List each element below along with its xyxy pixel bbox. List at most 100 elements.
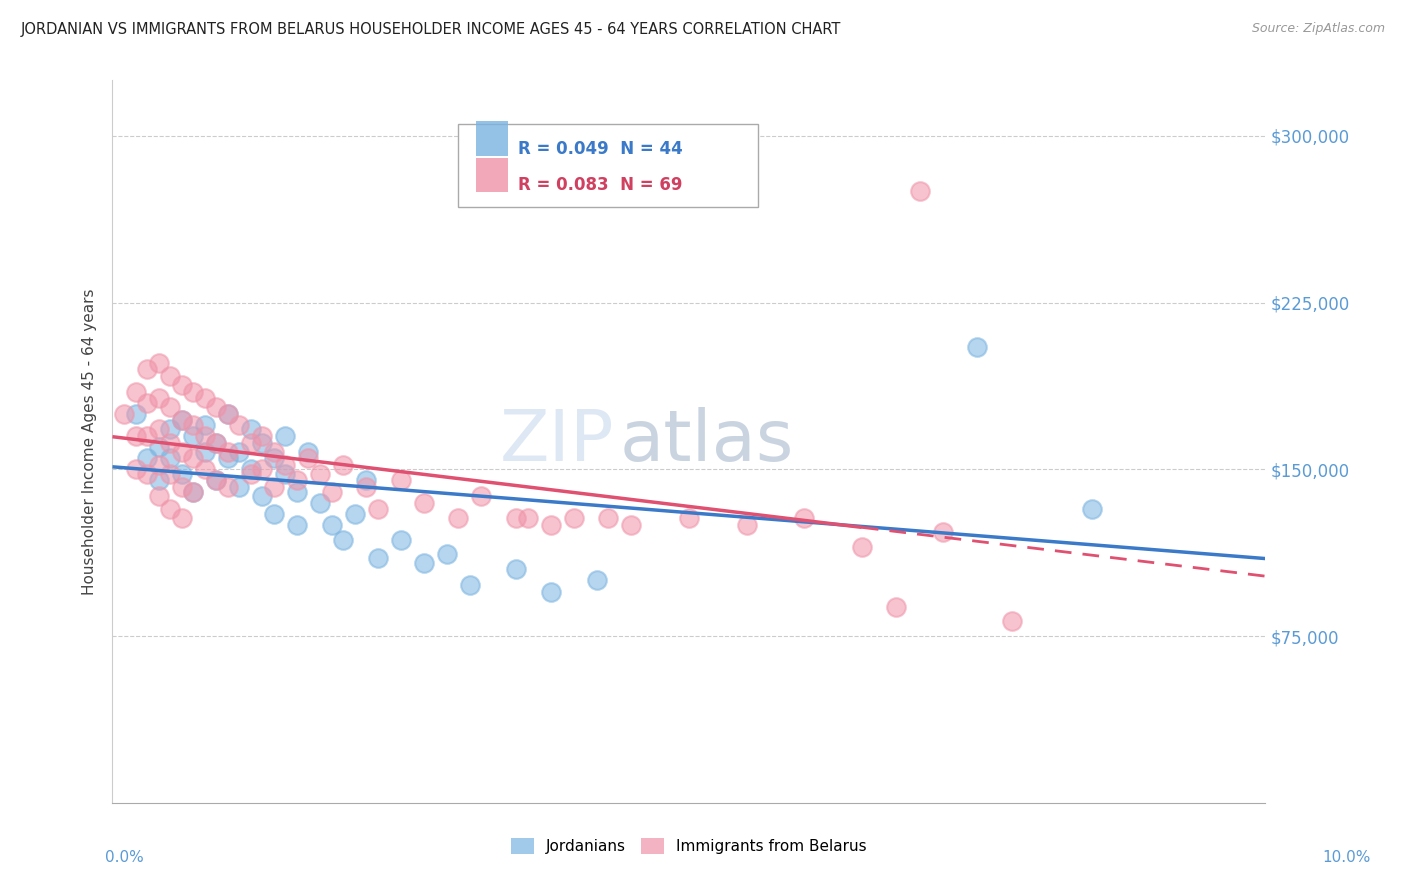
Point — [217, 407, 239, 421]
Point — [252, 435, 274, 450]
Point — [470, 489, 492, 503]
Point — [205, 400, 228, 414]
Point — [181, 484, 204, 499]
Point — [620, 517, 643, 532]
Point — [966, 340, 988, 354]
Point — [170, 413, 193, 427]
Point — [136, 451, 159, 466]
Point — [412, 556, 434, 570]
Point — [170, 480, 193, 494]
Point — [505, 511, 527, 525]
Text: R = 0.083  N = 69: R = 0.083 N = 69 — [519, 176, 683, 194]
Point — [136, 395, 159, 409]
Point — [194, 391, 217, 405]
Point — [205, 474, 228, 488]
Point — [343, 507, 366, 521]
Point — [367, 551, 389, 566]
Point — [181, 429, 204, 443]
Point — [136, 362, 159, 376]
Point — [332, 533, 354, 548]
Point — [309, 467, 332, 481]
Point — [217, 444, 239, 458]
Point — [159, 368, 181, 383]
Point — [263, 444, 285, 458]
Point — [170, 377, 193, 392]
Point — [159, 467, 181, 481]
Point — [170, 444, 193, 458]
Point — [321, 484, 343, 499]
Point — [124, 429, 146, 443]
Point — [886, 600, 908, 615]
Point — [1081, 502, 1104, 516]
Text: R = 0.049  N = 44: R = 0.049 N = 44 — [519, 139, 683, 158]
Point — [354, 474, 377, 488]
Point — [389, 474, 412, 488]
Point — [321, 517, 343, 532]
Point — [228, 444, 250, 458]
Bar — [475, 121, 508, 156]
Point — [252, 429, 274, 443]
Point — [148, 458, 170, 472]
Point — [851, 540, 873, 554]
Text: atlas: atlas — [620, 407, 794, 476]
Point — [389, 533, 412, 548]
Point — [159, 502, 181, 516]
Point — [170, 467, 193, 481]
Point — [136, 429, 159, 443]
Text: Source: ZipAtlas.com: Source: ZipAtlas.com — [1251, 22, 1385, 36]
Point — [124, 462, 146, 476]
Point — [159, 435, 181, 450]
Point — [148, 474, 170, 488]
Y-axis label: Householder Income Ages 45 - 64 years: Householder Income Ages 45 - 64 years — [82, 288, 97, 595]
Point — [252, 489, 274, 503]
Point — [297, 451, 319, 466]
Point — [194, 429, 217, 443]
Point — [285, 484, 308, 499]
Point — [170, 511, 193, 525]
Point — [217, 407, 239, 421]
Point — [458, 578, 481, 592]
Point — [598, 511, 620, 525]
Point — [159, 400, 181, 414]
Point — [274, 429, 297, 443]
Point — [112, 407, 135, 421]
Point — [793, 511, 815, 525]
Point — [309, 496, 332, 510]
Point — [285, 474, 308, 488]
Text: ZIP: ZIP — [499, 407, 614, 476]
Point — [181, 484, 204, 499]
Point — [239, 467, 262, 481]
Point — [263, 480, 285, 494]
Point — [217, 480, 239, 494]
Point — [148, 422, 170, 436]
Point — [285, 517, 308, 532]
Point — [181, 384, 204, 399]
Point — [931, 524, 953, 539]
Point — [516, 511, 538, 525]
Point — [412, 496, 434, 510]
Point — [436, 547, 458, 561]
Point — [735, 517, 758, 532]
Bar — [475, 158, 508, 193]
Text: 0.0%: 0.0% — [105, 850, 145, 865]
Point — [239, 422, 262, 436]
Point — [239, 462, 262, 476]
Text: 10.0%: 10.0% — [1323, 850, 1371, 865]
Point — [540, 584, 562, 599]
Point — [354, 480, 377, 494]
Point — [263, 451, 285, 466]
Point — [148, 489, 170, 503]
Point — [585, 574, 607, 588]
Point — [252, 462, 274, 476]
Point — [217, 451, 239, 466]
Point — [194, 417, 217, 432]
Point — [136, 467, 159, 481]
Point — [205, 435, 228, 450]
Point — [505, 562, 527, 576]
Point — [332, 458, 354, 472]
Bar — [458, 124, 758, 207]
Point — [263, 507, 285, 521]
Point — [562, 511, 585, 525]
Point — [205, 474, 228, 488]
Point — [228, 417, 250, 432]
